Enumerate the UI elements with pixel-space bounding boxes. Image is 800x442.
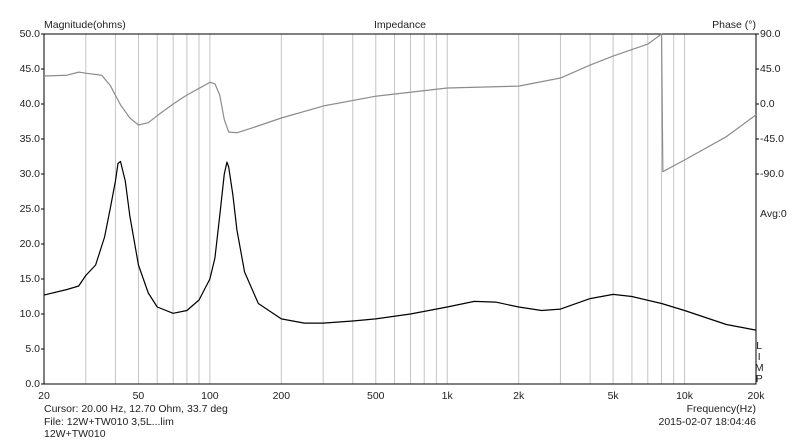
y-tick-label: 50.0 bbox=[20, 28, 41, 40]
cursor-info: Cursor: 20.00 Hz, 12.70 Ohm, 33.7 deg bbox=[44, 403, 228, 415]
file-name: 12W+TW010 bbox=[44, 428, 106, 440]
x-tick-label: 50 bbox=[133, 390, 145, 402]
y-tick-label: 10.0 bbox=[20, 308, 41, 320]
y-tick-label: 5.0 bbox=[25, 343, 40, 355]
plot-frame bbox=[43, 33, 757, 385]
timestamp: 2015-02-07 18:04:46 bbox=[659, 416, 757, 428]
x-tick-label: 500 bbox=[367, 390, 385, 402]
y-tick-label: 45.0 bbox=[20, 63, 41, 75]
x-axis-label: Frequency(Hz) bbox=[687, 403, 756, 415]
x-tick-label: 2k bbox=[513, 390, 525, 402]
y-tick-label: 35.0 bbox=[20, 133, 41, 145]
avg-label: Avg:0 bbox=[760, 208, 787, 220]
x-tick-label: 1k bbox=[442, 390, 454, 402]
x-tick-label: 100 bbox=[201, 390, 219, 402]
y2-tick-label: 90.0 bbox=[760, 28, 781, 40]
y-tick-label: 20.0 bbox=[20, 238, 41, 250]
y-tick-label: 30.0 bbox=[20, 168, 41, 180]
y-tick-label: 40.0 bbox=[20, 98, 41, 110]
data-line bbox=[43, 33, 757, 173]
data-line bbox=[43, 160, 757, 331]
y2-tick-label: -45.0 bbox=[760, 133, 784, 145]
x-tick-label: 20k bbox=[748, 390, 766, 402]
limp-label: LIMP bbox=[753, 340, 765, 384]
x-tick-label: 200 bbox=[273, 390, 291, 402]
chart-title: Impedance bbox=[374, 19, 426, 31]
x-tick-label: 5k bbox=[608, 390, 620, 402]
y-tick-label: 0.0 bbox=[25, 378, 40, 390]
file-info: File: 12W+TW010 3,5L...lim bbox=[44, 416, 174, 428]
y-tick-label: 25.0 bbox=[20, 203, 41, 215]
x-tick-label: 10k bbox=[676, 390, 694, 402]
y-tick-label: 15.0 bbox=[20, 273, 41, 285]
y2-tick-label: 45.0 bbox=[760, 63, 781, 75]
y-axis-label: Magnitude(ohms) bbox=[44, 19, 126, 31]
x-tick-label: 20 bbox=[38, 390, 50, 402]
y2-tick-label: 0.0 bbox=[760, 98, 775, 110]
y2-axis-label: Phase (°) bbox=[712, 19, 756, 31]
y2-tick-label: -90.0 bbox=[760, 168, 784, 180]
